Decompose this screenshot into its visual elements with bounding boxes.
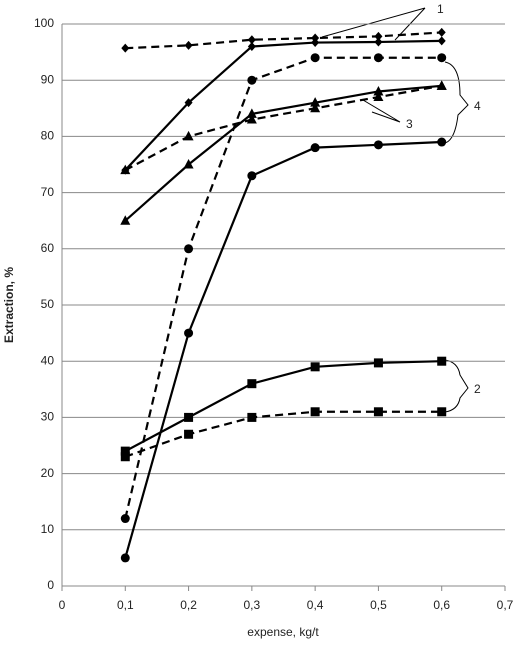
- marker: [374, 37, 383, 47]
- series-line: [124, 140, 442, 559]
- marker: [437, 137, 447, 147]
- marker: [247, 35, 256, 45]
- marker: [120, 446, 130, 456]
- marker: [437, 356, 447, 366]
- callout: [444, 359, 469, 413]
- marker: [437, 36, 446, 46]
- marker: [247, 379, 257, 389]
- marker: [373, 358, 383, 368]
- marker: [310, 407, 320, 417]
- marker: [373, 407, 383, 417]
- marker: [310, 102, 321, 113]
- y-tick-label: 40: [41, 353, 55, 367]
- annotation: 1: [437, 2, 444, 16]
- x-tick-label: 0,6: [433, 598, 450, 612]
- marker: [183, 130, 194, 141]
- marker: [246, 108, 257, 118]
- series-line: [124, 410, 442, 458]
- marker: [120, 164, 131, 175]
- y-tick-label: 70: [41, 185, 55, 199]
- marker: [436, 80, 447, 90]
- x-tick-label: 0,5: [370, 598, 387, 612]
- y-tick-label: 10: [41, 522, 55, 536]
- marker: [373, 140, 383, 150]
- series-line: [124, 84, 442, 222]
- x-tick-label: 0,7: [497, 598, 514, 612]
- y-tick-label: 30: [41, 410, 55, 424]
- series-line: [124, 56, 442, 519]
- x-tick-label: 0,3: [244, 598, 261, 612]
- marker: [374, 31, 383, 41]
- y-tick-label: 60: [41, 241, 55, 255]
- x-axis-label: expense, kg/t: [247, 625, 319, 639]
- series-line: [125, 31, 442, 50]
- marker: [184, 40, 193, 50]
- series-line: [124, 84, 442, 172]
- marker: [183, 159, 194, 169]
- callout: [362, 99, 401, 123]
- marker: [184, 244, 194, 254]
- y-tick-label: 0: [47, 578, 54, 592]
- marker: [246, 114, 257, 124]
- y-tick-label: 80: [41, 129, 55, 143]
- marker: [120, 215, 131, 225]
- marker: [247, 171, 257, 181]
- marker: [437, 53, 447, 63]
- marker: [310, 53, 320, 63]
- y-tick-label: 50: [41, 297, 55, 311]
- marker: [310, 143, 320, 153]
- annotation: 2: [474, 382, 481, 396]
- y-tick-label: 20: [41, 466, 55, 480]
- marker: [247, 75, 257, 85]
- marker: [184, 412, 194, 422]
- x-tick-label: 0,4: [307, 598, 324, 612]
- series-line: [124, 360, 442, 453]
- marker: [120, 553, 130, 563]
- annotation: 4: [474, 99, 481, 113]
- marker: [184, 98, 193, 108]
- marker: [184, 429, 194, 439]
- callout: [444, 61, 469, 144]
- marker: [437, 407, 447, 417]
- x-tick-label: 0: [59, 598, 66, 612]
- marker: [311, 33, 320, 43]
- x-tick-label: 0,2: [180, 598, 197, 612]
- marker: [437, 27, 446, 37]
- marker: [247, 41, 256, 51]
- marker: [310, 362, 320, 372]
- x-tick-label: 0,1: [117, 598, 134, 612]
- marker: [310, 97, 321, 107]
- marker: [373, 91, 384, 102]
- series-line: [124, 39, 442, 171]
- y-tick-label: 90: [41, 72, 55, 86]
- annotation: 3: [406, 117, 413, 131]
- marker: [247, 412, 257, 422]
- marker: [120, 452, 130, 462]
- y-tick-label: 100: [34, 16, 54, 30]
- y-axis-label: Extraction, %: [2, 267, 16, 343]
- marker: [373, 85, 384, 96]
- marker: [121, 43, 130, 53]
- marker: [184, 328, 194, 338]
- marker: [373, 53, 383, 63]
- marker: [120, 514, 130, 524]
